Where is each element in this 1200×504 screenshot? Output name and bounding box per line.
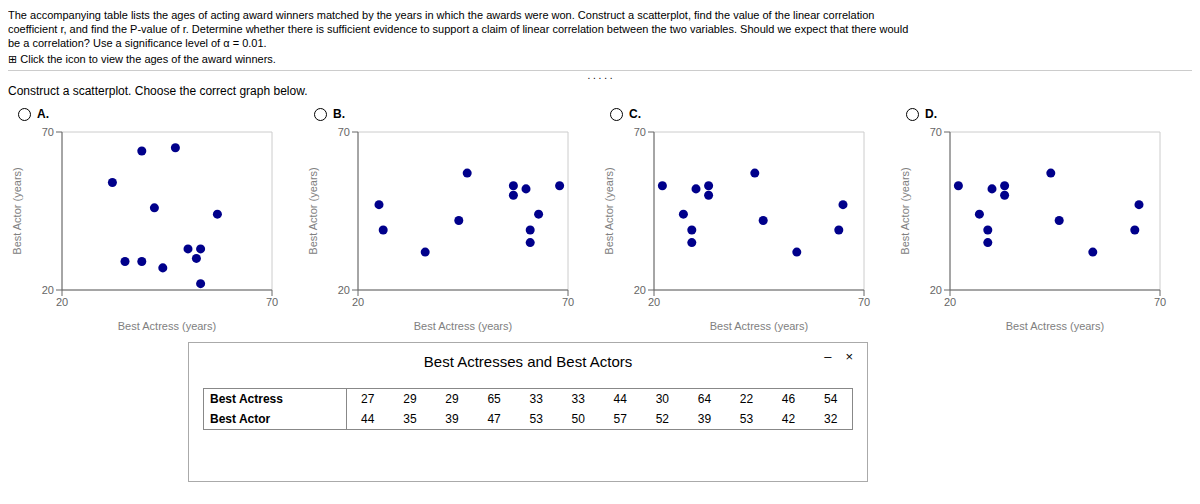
- svg-text:Best Actor (years): Best Actor (years): [603, 167, 615, 254]
- svg-text:Best Actress (years): Best Actress (years): [118, 320, 216, 332]
- html-text:Best Actor: Best Actor: [210, 412, 271, 426]
- html-text:C.: C.: [629, 107, 641, 121]
- html-text:29: 29: [445, 392, 459, 406]
- svg-text:Best Actress (years): Best Actress (years): [710, 320, 808, 332]
- html-text:65: 65: [487, 392, 501, 406]
- svg-text:70: 70: [42, 126, 54, 138]
- svg-text:20: 20: [352, 296, 364, 308]
- html-text:30: 30: [655, 392, 669, 406]
- svg-text:20: 20: [338, 284, 350, 296]
- html-text:33: 33: [571, 392, 585, 406]
- svg-text:20: 20: [634, 284, 646, 296]
- html-text:Best Actresses and Best Actors: Best Actresses and Best Actors: [423, 353, 633, 370]
- html-text:coefficient r, and find the P-: coefficient r, and find the P-value of r…: [8, 23, 909, 35]
- html-text:A.: A.: [37, 107, 49, 121]
- html-text:52: 52: [655, 412, 669, 426]
- svg-text:70: 70: [858, 296, 870, 308]
- html-text:B.: B.: [333, 107, 345, 121]
- html-text:44: 44: [613, 392, 627, 406]
- svg-text:20: 20: [944, 296, 956, 308]
- svg-text:70: 70: [562, 296, 574, 308]
- html-text:39: 39: [445, 412, 459, 426]
- html-text:46: 46: [781, 392, 796, 406]
- html-text:39: 39: [697, 412, 712, 426]
- svg-text:Best Actress (years): Best Actress (years): [414, 320, 512, 332]
- html-text:⊞ Click the icon to view the a: ⊞ Click the icon to view the ages of the…: [8, 53, 276, 65]
- svg-text:70: 70: [930, 126, 942, 138]
- svg-text:Best Actress (years): Best Actress (years): [1006, 320, 1104, 332]
- html-text:64: 64: [697, 392, 712, 406]
- html-text:53: 53: [529, 412, 543, 426]
- svg-text:70: 70: [634, 126, 646, 138]
- html-text:44: 44: [361, 412, 375, 426]
- html-text:22: 22: [739, 392, 754, 406]
- html-text:27: 27: [361, 392, 375, 406]
- html-text:50: 50: [571, 412, 585, 426]
- svg-text:Best Actor (years): Best Actor (years): [307, 167, 319, 254]
- html-text:Best Actress: Best Actress: [210, 392, 283, 406]
- svg-text:70: 70: [1154, 296, 1166, 308]
- svg-text:20: 20: [930, 284, 942, 296]
- html-text:57: 57: [613, 412, 627, 426]
- html-text:42: 42: [781, 412, 796, 426]
- html-text:32: 32: [824, 412, 838, 426]
- svg-text:20: 20: [42, 284, 54, 296]
- svg-text:Best Actor (years): Best Actor (years): [899, 167, 911, 254]
- html-text:Construct a scatterplot. Choos: Construct a scatterplot. Choose the corr…: [8, 84, 308, 98]
- html-text:53: 53: [739, 412, 754, 426]
- svg-text:20: 20: [648, 296, 660, 308]
- html-text:33: 33: [529, 392, 543, 406]
- html-text:35: 35: [403, 412, 417, 426]
- html-text:The accompanying table lists t: The accompanying table lists the ages of…: [8, 9, 875, 21]
- svg-text:70: 70: [266, 296, 278, 308]
- svg-text:70: 70: [338, 126, 350, 138]
- svg-text:Best Actor (years): Best Actor (years): [11, 167, 23, 254]
- svg-text:20: 20: [56, 296, 68, 308]
- html-text:29: 29: [403, 392, 417, 406]
- html-text:47: 47: [487, 412, 501, 426]
- html-text:D.: D.: [925, 107, 937, 121]
- html-text:54: 54: [824, 392, 838, 406]
- html-text:be a correlation? Use a signif: be a correlation? Use a significance lev…: [8, 37, 267, 49]
